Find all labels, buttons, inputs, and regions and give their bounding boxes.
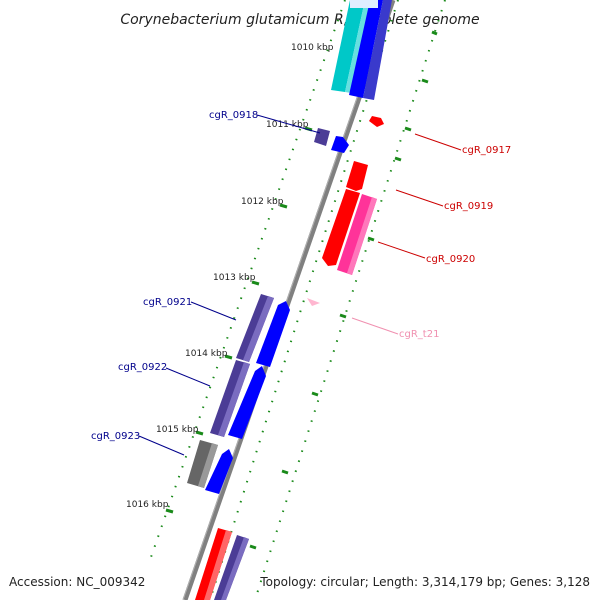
gene-feature-cyan-shade	[345, 0, 371, 93]
gene-feature-red-bottom-shade	[204, 530, 232, 600]
gene-feature-blue-0922[interactable]	[228, 366, 266, 439]
tick-label: 1014 kbp	[185, 349, 228, 359]
tick-label: 1016 kbp	[126, 500, 169, 510]
gene-label-cgR-0921[interactable]: cgR_0921	[143, 297, 192, 308]
gene-label-cgR-0922[interactable]: cgR_0922	[118, 362, 167, 373]
gene-feature-blue-0921[interactable]	[256, 301, 290, 367]
gene-feature-blue-shade	[363, 0, 392, 100]
gene-feature-blue-small[interactable]	[331, 136, 349, 153]
gene-label-cgR-0918[interactable]: cgR_0918	[209, 110, 258, 121]
gene-label-cgR-0919[interactable]: cgR_0919	[444, 201, 493, 212]
gene-feature-red-0920[interactable]	[322, 189, 360, 266]
gene-label-cgR-0923[interactable]: cgR_0923	[91, 431, 140, 442]
gene-feature-cyan[interactable]	[331, 0, 365, 92]
left-dotted-guide	[149, 0, 346, 561]
accession-text: Accession: NC_009342	[9, 575, 145, 589]
tick-label: 1011 kbp	[266, 120, 309, 130]
trna-feature[interactable]	[307, 298, 320, 306]
genome-backbone	[182, 0, 396, 600]
label-connectors	[138, 114, 462, 456]
gene-feature-gray-0923-shade	[198, 443, 218, 488]
tick-label: 1013 kbp	[213, 273, 256, 283]
gene-feature-pink-shade	[347, 197, 377, 275]
gene-feature-top-light	[350, 0, 378, 8]
tick-label: 1012 kbp	[241, 197, 284, 207]
gene-label-cgR-0920[interactable]: cgR_0920	[426, 254, 475, 265]
topology-text: Topology: circular; Length: 3,314,179 bp…	[259, 575, 590, 589]
gene-feature-red-0919[interactable]	[346, 161, 368, 191]
genome-backbone-highlight	[182, 0, 392, 600]
gene-feature-blue[interactable]	[349, 0, 383, 98]
genome-title: Corynebacterium glutamicum R, complete g…	[120, 12, 479, 28]
gene-feature-red-small[interactable]	[369, 116, 384, 127]
gene-feature-purple-bottom-shade	[221, 537, 249, 600]
gene-feature-purple-small[interactable]	[314, 128, 330, 146]
gene-feature-purple-0921-shade	[243, 296, 274, 362]
gene-feature-blue-0923[interactable]	[205, 449, 233, 494]
tick-label: 1010 kbp	[291, 43, 334, 53]
gene-label-cgR-t21[interactable]: cgR_t21	[399, 329, 439, 340]
tick-label: 1015 kbp	[156, 425, 199, 435]
gene-feature-purple-0922-shade	[218, 362, 250, 437]
gene-label-cgR-0917[interactable]: cgR_0917	[462, 145, 511, 156]
scale-tick-marks	[165, 30, 438, 550]
